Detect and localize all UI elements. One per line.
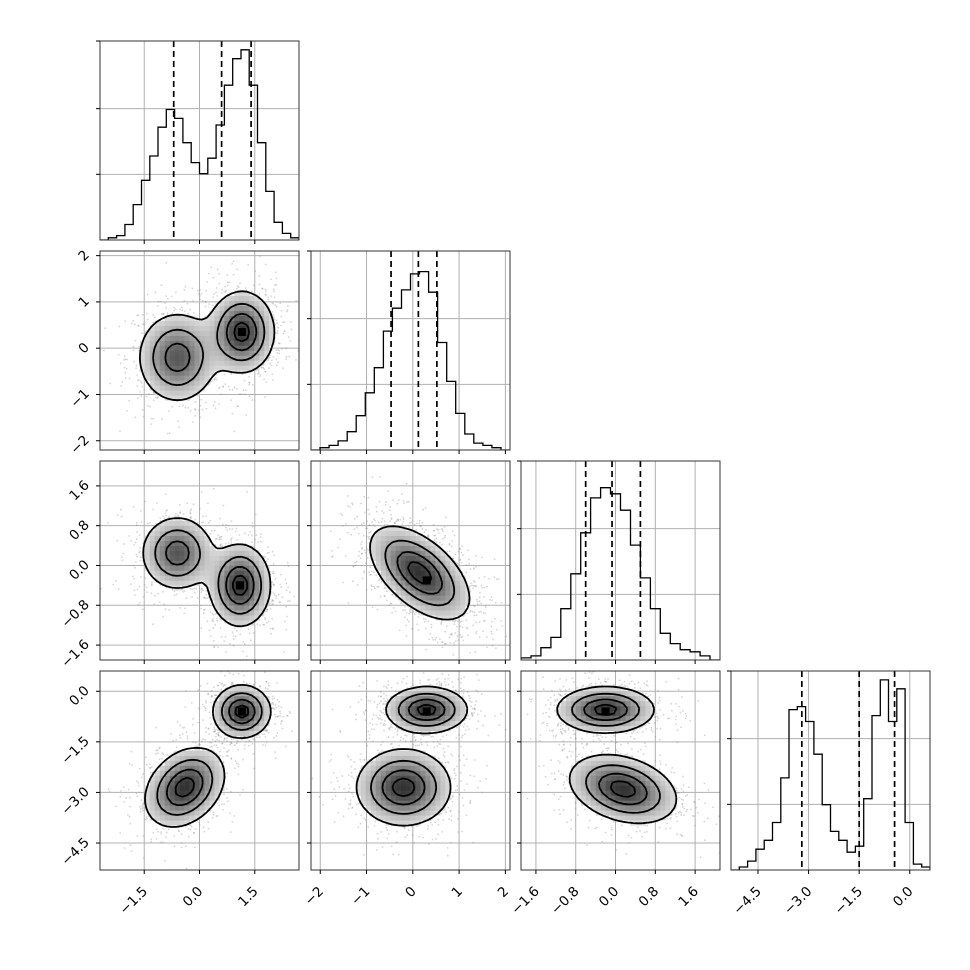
x-tick-label: 2 [495,884,512,901]
y-tick-label: 0.0 [66,683,93,710]
contour-level [156,692,263,816]
contour-level [556,685,678,825]
y-tick-label: 2 [75,247,92,264]
contour-lines [142,517,272,628]
histogram-p1 [311,251,510,450]
x-tick-label: 0.0 [890,884,917,911]
x-tick-label: 1.6 [675,884,702,911]
x-tick-label: −3.0 [781,884,815,918]
histogram-steps [731,679,930,870]
y-tick-label: 0 [75,340,92,357]
contour-level [152,302,266,386]
panel-frame [520,670,721,871]
y-tick-label: −1.6 [58,637,92,671]
panel-p3-p3 [731,671,930,870]
contour-level [369,525,471,621]
x-tick-label: −0.8 [548,884,582,918]
contour-level [381,698,446,806]
x-tick-label: −1.5 [832,884,866,918]
contour-level [139,290,276,402]
contour-level [571,692,661,814]
contour-level [355,685,469,827]
contour-level [384,539,456,607]
peak-marker [422,576,431,585]
peak-marker [601,707,610,716]
x-tick-label: −1 [348,884,373,909]
contour-level [583,698,648,806]
density-p0-p2 [100,487,296,658]
contour-level [370,692,456,815]
y-tick-label: −0.8 [58,597,92,631]
panel-frame [310,250,511,451]
contour-level [233,321,250,343]
histogram-p3 [731,671,930,870]
panel-p0-p0 [100,41,299,240]
panel-frame [310,460,511,661]
contour-level [164,312,258,373]
y-tick-label: −2 [67,432,92,457]
density-p0-p3 [107,671,293,870]
x-tick-label: −1.5 [117,884,151,918]
contour-lines [355,685,469,827]
peak-marker [422,707,431,716]
histogram-steps [521,487,720,660]
panel-frame [730,670,931,871]
x-tick-label: 0.0 [180,884,207,911]
peak-marker [236,581,245,590]
density-p2-p3 [521,671,720,859]
contour-level [174,704,250,798]
panel-frame [520,460,721,661]
y-tick-label: 1.6 [66,477,93,504]
contour-level [396,551,443,595]
density-p0-p1 [103,255,299,435]
contour-level [165,698,256,806]
histogram-steps [311,270,510,450]
x-tick-label: 0 [402,884,419,901]
x-tick-label: −1.6 [508,884,542,918]
x-tick-label: 0.0 [596,884,623,911]
contour-level [165,540,255,605]
density-p1-p3 [311,672,507,857]
y-tick-label: −1.5 [58,733,92,767]
y-tick-label: 0.8 [66,517,93,544]
density-p1-p2 [329,475,508,656]
x-tick-label: 1 [449,884,466,901]
y-tick-label: −3.0 [58,784,92,818]
x-tick-label: −4.5 [730,884,764,918]
x-tick-label: 1.5 [235,884,262,911]
x-tick-label: 0.8 [636,884,663,911]
panel-p2-p2 [521,461,720,660]
y-tick-label: −1 [67,386,92,411]
contour-lines [139,290,276,402]
panel-frame [310,670,511,871]
x-tick-label: −2 [302,884,327,909]
contour-level [144,684,272,828]
peak-marker [237,707,246,716]
y-tick-label: 0.0 [66,557,93,584]
histogram-steps [100,49,299,240]
contour-lines [144,684,272,828]
y-tick-label: 1 [75,293,92,310]
contour-level [154,529,262,615]
contour-level [232,574,249,596]
contour-level [142,517,272,628]
histogram-p0 [100,41,299,240]
contour-lines [369,525,471,621]
peak-marker [237,327,246,336]
histogram-p2 [521,461,720,660]
y-tick-label: −4.5 [58,835,92,869]
